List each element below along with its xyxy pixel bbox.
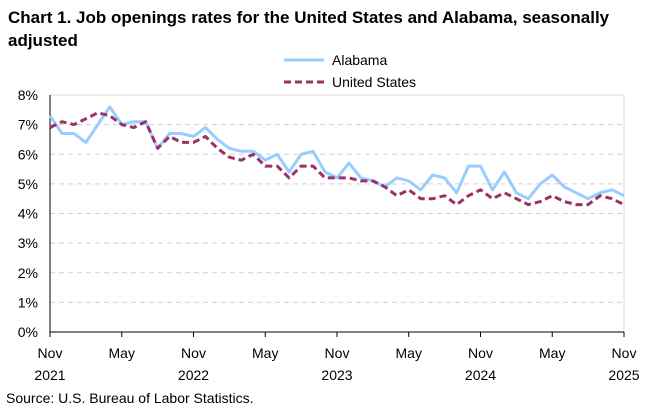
x-tick-month: Nov xyxy=(325,345,350,361)
series-line-alabama xyxy=(48,105,625,201)
legend-label: United States xyxy=(332,74,416,90)
x-tick-month: May xyxy=(252,345,278,361)
y-tick-label: 7% xyxy=(18,117,38,133)
x-tick-month: Nov xyxy=(38,345,63,361)
x-tick-month: Nov xyxy=(468,345,493,361)
y-tick-label: 8% xyxy=(18,87,38,103)
x-tick-month: Nov xyxy=(181,345,206,361)
y-tick-label: 6% xyxy=(18,146,38,162)
y-tick-label: 5% xyxy=(18,176,38,192)
x-tick-year: 2021 xyxy=(34,367,65,383)
y-tick-label: 4% xyxy=(18,206,38,222)
y-tick-label: 3% xyxy=(18,235,38,251)
chart-title: Chart 1. Job openings rates for the Unit… xyxy=(8,8,610,50)
x-tick-month: Nov xyxy=(612,345,637,361)
source-note: Source: U.S. Bureau of Labor Statistics. xyxy=(6,390,254,406)
x-tick-month: May xyxy=(539,345,565,361)
x-tick-year: 2022 xyxy=(178,367,209,383)
x-tick-year: 2024 xyxy=(465,367,496,383)
y-tick-label: 1% xyxy=(18,294,38,310)
x-tick-year: 2023 xyxy=(321,367,352,383)
x-tick-month: May xyxy=(396,345,422,361)
y-tick-label: 2% xyxy=(18,265,38,281)
legend-label: Alabama xyxy=(332,52,387,68)
x-tick-month: May xyxy=(109,345,135,361)
y-tick-label: 0% xyxy=(18,324,38,340)
x-tick-year: 2025 xyxy=(608,367,639,383)
series-line-united-states xyxy=(49,111,625,207)
